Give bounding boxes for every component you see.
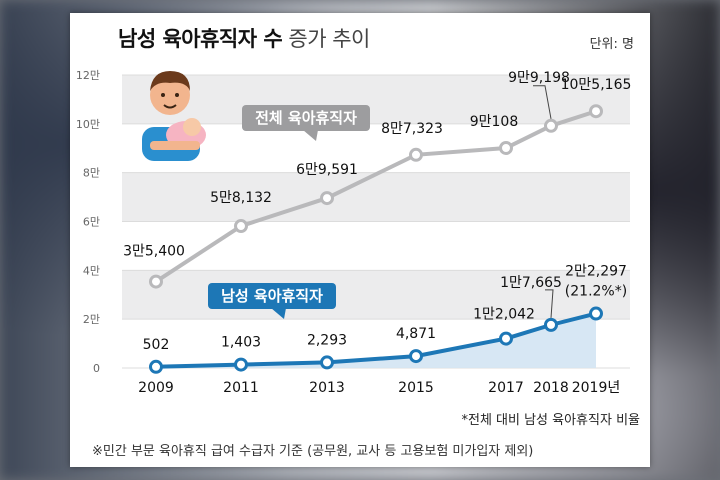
y-tick-label: 10만: [76, 118, 100, 131]
y-tick-label: 2만: [83, 313, 100, 326]
total-data-label: 5만8,132: [210, 190, 272, 206]
total-series-point: [589, 104, 603, 119]
x-tick-label: 2019년: [572, 380, 621, 396]
male-series-point: [409, 349, 423, 364]
male-data-label: 2만2,297: [565, 264, 627, 280]
total-series-callout: 전체 육아휴직자: [242, 105, 370, 141]
x-tick-label: 2009: [138, 380, 174, 396]
total-series-point: [234, 219, 248, 234]
total-data-label: 3만5,400: [123, 244, 185, 260]
male-data-label: 2,293: [307, 332, 347, 348]
total-series-point: [544, 118, 558, 133]
y-tick-label: 8만: [83, 167, 100, 180]
male-data-label: 1만2,042: [473, 307, 535, 323]
total-data-label: 9만108: [470, 114, 519, 130]
x-tick-label: 2015: [398, 380, 434, 396]
leader-line: [545, 289, 554, 318]
footnote-ratio: *전체 대비 남성 육아휴직자 비율: [461, 413, 640, 428]
title-bold: 남성 육아휴직자 수: [118, 27, 283, 51]
male-data-label: 502: [143, 337, 170, 353]
title-light: 증가 추이: [288, 27, 370, 51]
male-series-point: [320, 355, 334, 370]
footnote-source: ※민간 부문 육아휴직 급여 수급자 기준 (공무원, 교사 등 고용보험 미가…: [92, 444, 534, 459]
total-data-label: 10만5,165: [561, 77, 632, 93]
icon-arm: [150, 141, 200, 150]
y-tick-label: 12만: [76, 69, 100, 82]
callout-box: [242, 105, 370, 131]
ratio-annotation: (21.2%*): [565, 284, 627, 300]
icon-hair: [150, 71, 190, 91]
icon-baby-face: [183, 118, 201, 136]
total-series-point: [149, 274, 163, 289]
total-data-label: 9만9,198: [508, 70, 570, 86]
callout-label: 남성 육아휴직자: [221, 287, 323, 305]
male-series-point: [589, 306, 603, 321]
callout-tail: [303, 130, 318, 141]
x-tick-label: 2018: [533, 380, 569, 396]
male-data-label: 1만7,665: [500, 275, 562, 291]
x-tick-label: 2013: [309, 380, 345, 396]
total-data-label: 6만9,591: [296, 162, 358, 178]
male-series-area: [156, 313, 596, 368]
male-data-label: 1,403: [221, 335, 261, 351]
male-series-callout: 남성 육아휴직자: [208, 283, 336, 319]
grid-band: [122, 172, 630, 222]
male-series-point: [499, 331, 513, 346]
x-tick-label: 2017: [488, 380, 524, 396]
infographic-card: 남성 육아휴직자 수 증가 추이 단위: 명 0 2만 4만 6만 8만 10만 12만 20…: [70, 13, 650, 467]
total-series-point: [409, 147, 423, 162]
callout-box: [208, 283, 336, 309]
icon-eye: [175, 93, 179, 97]
callout-tail: [271, 308, 286, 319]
male-data-label: 4,871: [396, 326, 436, 342]
leader-line: [533, 85, 552, 119]
chart-title: 남성 육아휴직자 수 증가 추이: [118, 23, 370, 53]
father-holding-baby-icon: [142, 71, 206, 161]
male-series-point: [544, 317, 558, 332]
icon-eye: [161, 93, 165, 97]
callout-label: 전체 육아휴직자: [255, 109, 357, 127]
grid-band: [122, 75, 630, 124]
icon-smile: [163, 104, 177, 109]
y-tick-label: 0: [93, 362, 100, 375]
x-tick-label: 2011: [223, 380, 259, 396]
icon-face: [150, 75, 190, 115]
y-tick-label: 6만: [83, 216, 100, 229]
unit-label: 단위: 명: [589, 37, 634, 52]
total-series-point: [320, 191, 334, 206]
male-series-point: [149, 359, 163, 374]
grid-band: [122, 270, 630, 320]
y-tick-label: 4만: [83, 264, 100, 277]
total-data-label: 8만7,323: [381, 121, 443, 137]
male-series-point: [234, 357, 248, 372]
total-series-point: [499, 140, 513, 155]
